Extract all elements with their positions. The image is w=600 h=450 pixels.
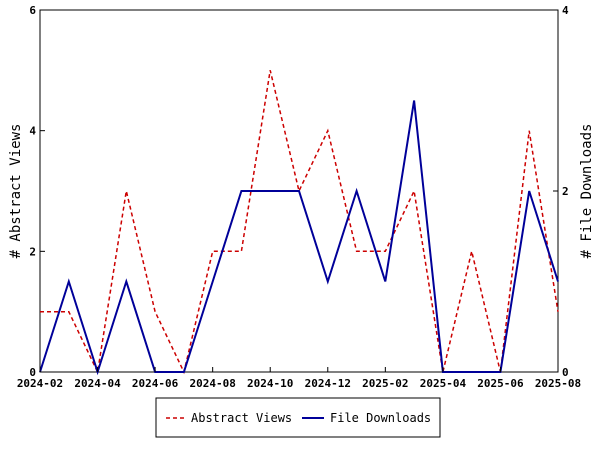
y-tick-label-left: 4 [29, 125, 36, 138]
y-axis-title-right: # File Downloads [579, 124, 595, 259]
x-tick-label: 2024-06 [132, 377, 179, 390]
legend-label-file-downloads: File Downloads [330, 411, 431, 425]
x-tick-label: 2024-08 [189, 377, 235, 390]
x-tick-label: 2025-02 [362, 377, 408, 390]
x-tick-label: 2024-12 [305, 377, 351, 390]
legend: Abstract Views File Downloads [155, 397, 441, 438]
series-line-abstract-views [40, 70, 559, 375]
y-tick-label-right: 0 [562, 366, 569, 379]
series-line-file-downloads [39, 100, 559, 376]
chart-marks [39, 70, 559, 376]
x-tick-label: 2024-04 [74, 377, 121, 390]
y-tick-label-left: 2 [29, 245, 36, 258]
y-tick-label-right: 2 [562, 185, 569, 198]
y-tick-label-left: 0 [29, 366, 36, 379]
y-tick-label-right: 4 [562, 4, 569, 17]
x-tick-label: 2024-10 [247, 377, 293, 390]
legend-label-abstract-views: Abstract Views [191, 411, 292, 425]
legend-box [155, 397, 441, 438]
chart-ticks: 2024-02 2024-04 2024-06 2024-08 2024-10 2024-… [17, 4, 581, 390]
y-tick-label-left: 6 [29, 4, 36, 17]
y-axis-title-left: # Abstract Views [8, 124, 24, 259]
x-tick-label: 2024-02 [17, 377, 63, 390]
x-tick-label: 2025-06 [477, 377, 524, 390]
x-tick-label: 2025-08 [535, 377, 581, 390]
x-tick-label: 2025-04 [420, 377, 467, 390]
